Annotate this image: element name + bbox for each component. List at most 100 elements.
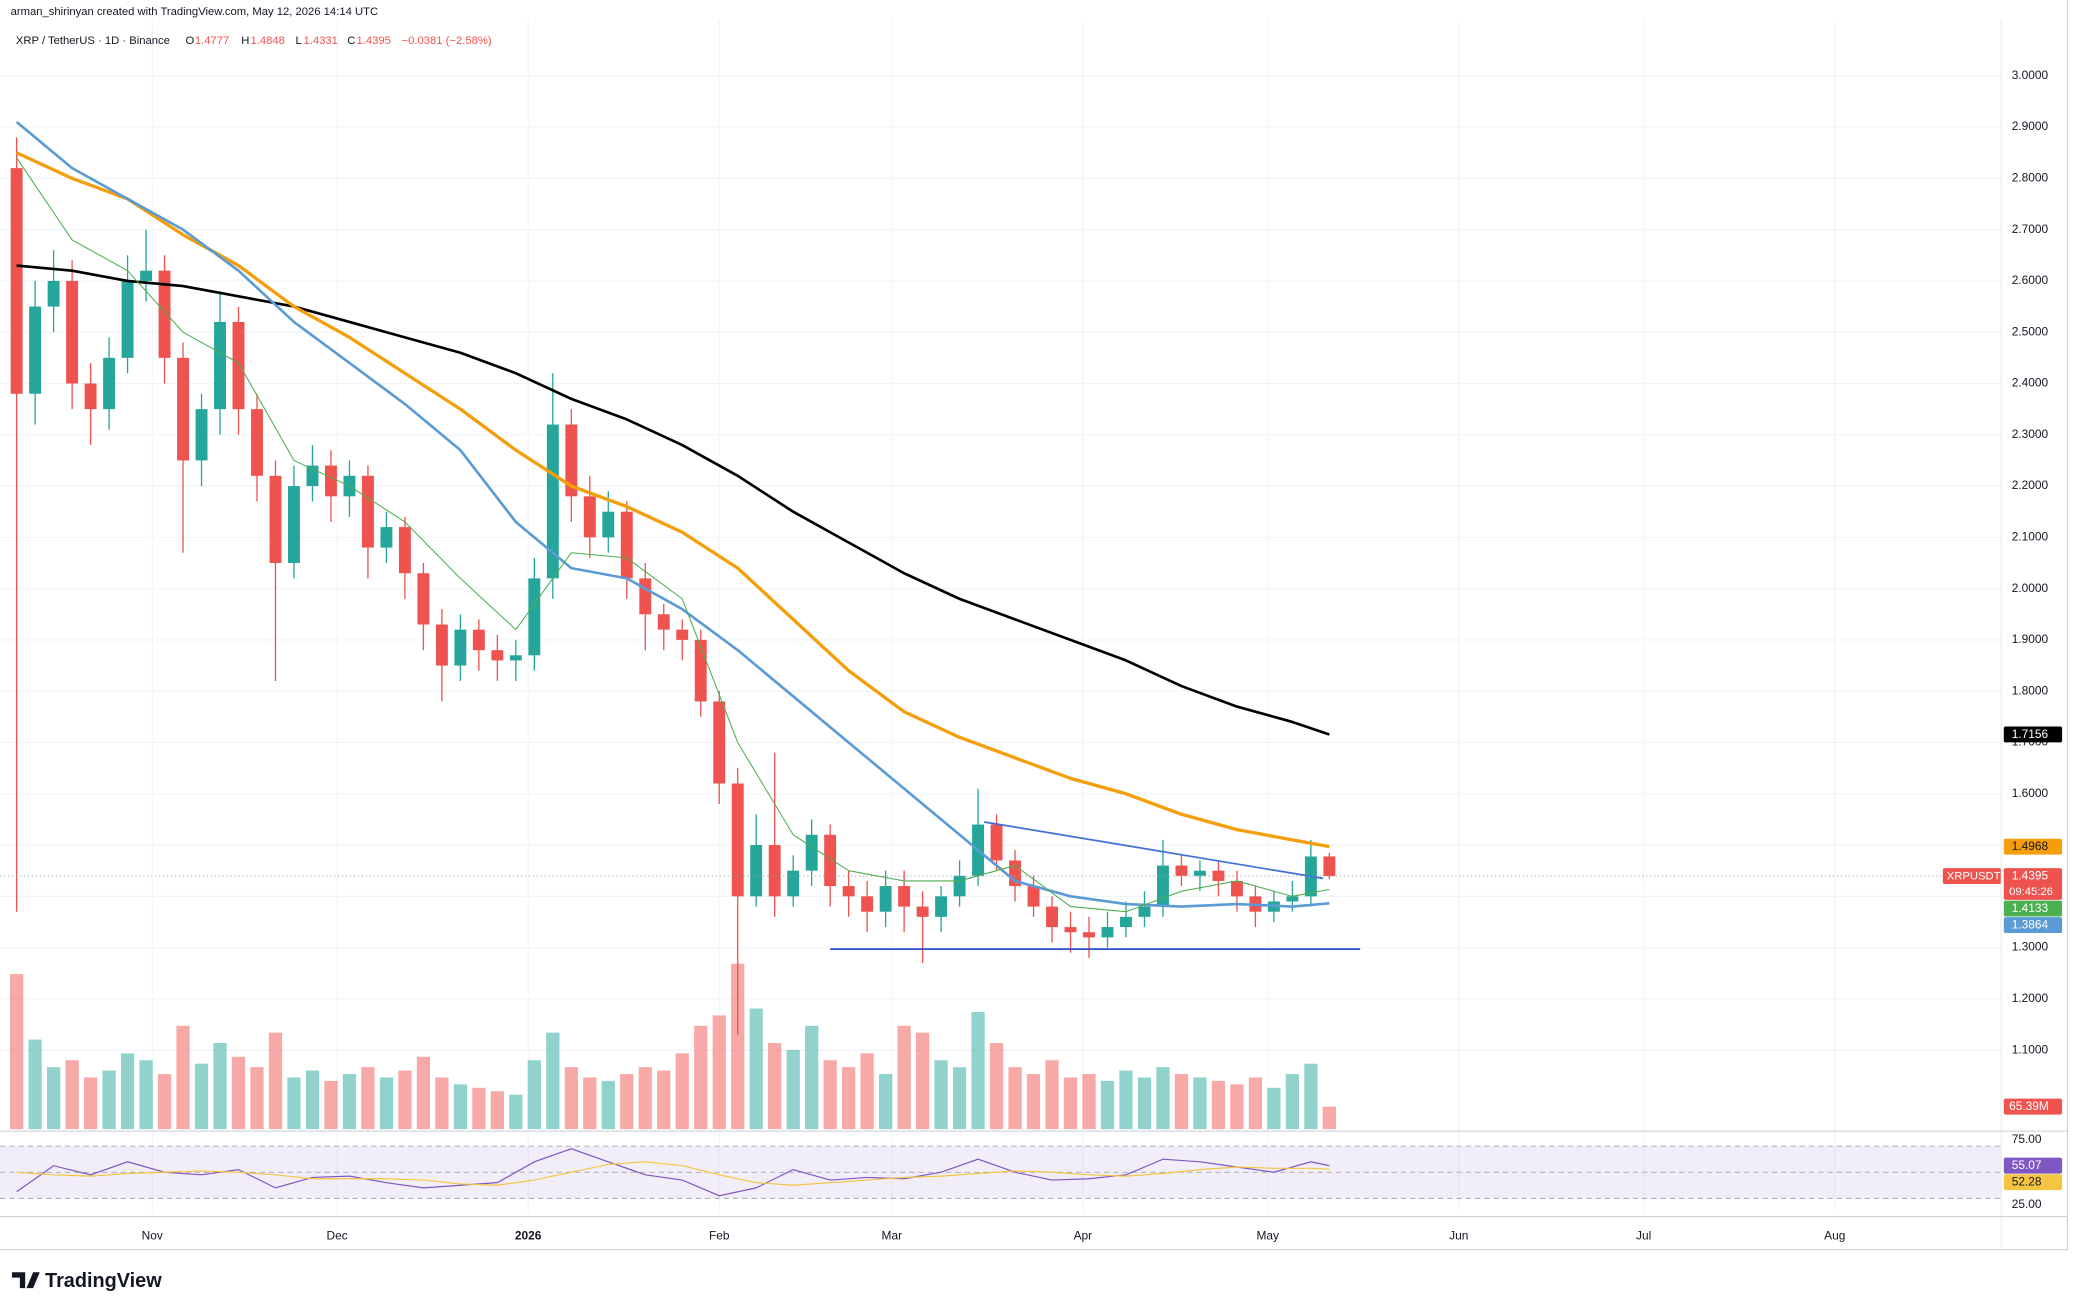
candle-body: [288, 486, 300, 563]
candle-body: [232, 321, 245, 410]
candle-body: [158, 270, 171, 358]
candle-body: [528, 578, 541, 656]
rsi-line: [16, 1148, 1330, 1197]
rsi-line: [16, 1161, 1330, 1186]
volume-bar: [1174, 1074, 1189, 1130]
candle-body: [121, 280, 134, 358]
candle-body: [140, 270, 153, 281]
x-tick-label: Mar: [882, 1229, 903, 1243]
volume-bar: [805, 1025, 819, 1130]
candle-body: [861, 896, 874, 912]
volume-bar: [490, 1091, 504, 1130]
volume-bar: [638, 1067, 652, 1130]
candle-body: [620, 511, 633, 579]
volume-bar: [1063, 1077, 1078, 1130]
candle-body: [454, 629, 467, 666]
trendline: [984, 821, 1324, 880]
volume-bar: [65, 1060, 79, 1130]
volume-bar: [102, 1070, 116, 1130]
candle-body: [676, 629, 689, 640]
volume-bar: [139, 1060, 153, 1130]
volume-bar: [989, 1043, 1004, 1130]
price-label: 1.3864: [2012, 918, 2049, 932]
volume-bar: [342, 1074, 357, 1130]
candle-body: [898, 886, 911, 907]
candle-body: [10, 168, 23, 394]
credit: arman_shirinyan created with TradingView…: [11, 6, 378, 18]
candle-body: [750, 845, 763, 897]
candle-body: [953, 875, 966, 897]
candle-body: [472, 629, 485, 651]
candle-body: [1193, 870, 1206, 876]
candle-body: [1156, 865, 1169, 907]
candle-body: [824, 834, 837, 887]
volume-bar: [435, 1077, 449, 1130]
candle-body: [602, 511, 615, 538]
volume-bar: [823, 1060, 837, 1130]
y-tick-label: 1.9000: [2012, 632, 2049, 646]
candle-body: [251, 409, 263, 476]
y-tick-label: 3.0000: [2012, 68, 2049, 82]
candle-body: [565, 424, 578, 497]
volume-bar: [157, 1074, 172, 1130]
candle-body: [47, 280, 60, 307]
price-label-box: [2003, 726, 2063, 743]
candle-body: [398, 527, 411, 574]
volume-bar: [620, 1074, 634, 1130]
moving-average: [16, 264, 1330, 736]
volume-bar: [952, 1067, 967, 1130]
x-tick-label: Jun: [1449, 1229, 1468, 1243]
volume-bar: [398, 1070, 412, 1130]
candle-body: [509, 655, 522, 661]
volume-bar: [453, 1084, 468, 1130]
volume-bar: [694, 1025, 708, 1130]
price-label: 1.7156: [2012, 727, 2049, 741]
candle-body: [1064, 927, 1077, 933]
ohlc-value: 1.4777: [195, 35, 229, 47]
volume-bar: [28, 1039, 42, 1130]
volume-bar: [879, 1074, 893, 1130]
candle-body: [103, 357, 116, 410]
ohlc-label: L: [296, 35, 302, 47]
candle-body: [29, 306, 42, 394]
ticker-box: [1942, 868, 2002, 885]
candle-body: [380, 527, 393, 548]
x-tick-label: 2026: [515, 1229, 542, 1243]
volume-bar: [1137, 1077, 1152, 1130]
volume-bar: [231, 1056, 246, 1130]
countdown: 09:45:26: [2009, 886, 2053, 898]
logo-icon: [11, 1272, 40, 1289]
volume-bar: [1045, 1060, 1059, 1130]
candle-body: [1212, 870, 1225, 881]
candle-body: [1120, 916, 1132, 928]
ohlc-label: C: [347, 35, 355, 47]
volume-bar: [10, 974, 24, 1130]
price-label-box: [2003, 900, 2063, 917]
candle-body: [214, 321, 226, 410]
x-tick-label: Feb: [709, 1229, 730, 1243]
volume-bar: [564, 1067, 578, 1130]
candle-body: [417, 573, 430, 625]
volume-label-box: [2003, 1098, 2063, 1115]
ohlc-value: 1.4848: [250, 35, 284, 47]
volume-bar: [83, 1077, 98, 1130]
candle-body: [1138, 906, 1151, 917]
x-tick-label: Apr: [1074, 1229, 1093, 1243]
candle-body: [1101, 927, 1114, 938]
y-tick-label: 2.0000: [2012, 581, 2049, 595]
moving-average: [16, 157, 1330, 913]
candle-body: [269, 475, 282, 563]
volume-bar: [712, 1015, 726, 1130]
candle-body: [639, 578, 652, 615]
price-label-box: [2003, 868, 2063, 900]
candle-body: [435, 624, 448, 666]
volume-bar: [1156, 1067, 1170, 1130]
y-tick-label: 2.2000: [2012, 478, 2049, 492]
volume-bar: [546, 1032, 560, 1130]
price-label: 1.4395: [2012, 869, 2049, 883]
volume-bar: [268, 1032, 283, 1130]
price-label: 1.4133: [2012, 901, 2049, 915]
candle-body: [361, 475, 374, 548]
y-tick-label: 2.8000: [2012, 171, 2049, 185]
moving-average: [15, 120, 1330, 908]
